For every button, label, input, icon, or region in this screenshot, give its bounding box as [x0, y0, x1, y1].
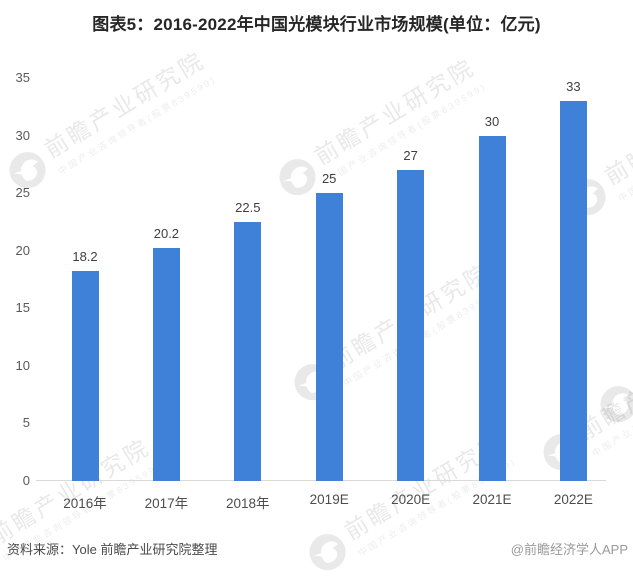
chart-page: 前瞻产业研究院 中国产业咨询领导者(股票839599) 前瞻产业研究院 中国产业咨询领… — [0, 15, 633, 570]
x-axis-tick-label: 2020E — [391, 492, 431, 507]
bar-value-label: 27 — [403, 148, 418, 164]
y-axis-tick-label: 5 — [22, 415, 30, 431]
x-axis-tick-label: 2019E — [309, 492, 349, 507]
y-axis-tick-label: 25 — [15, 185, 30, 201]
bar-value-label: 25 — [321, 171, 337, 187]
bar — [397, 170, 425, 481]
x-axis-tick-label: 2021E — [472, 492, 512, 507]
y-axis-tick-label: 10 — [15, 357, 30, 373]
x-axis-tick-label: 2017年 — [144, 496, 189, 511]
bar-value-label: 33 — [566, 79, 581, 95]
bar-value-label: 20.2 — [153, 226, 180, 242]
bar — [152, 248, 180, 481]
source-label: 资料来源：Yole 前瞻产业研究院整理 — [7, 542, 218, 557]
bar-value-label: 30 — [484, 113, 500, 129]
y-axis-tick-label: 0 — [22, 473, 30, 488]
bar-value-label: 22.5 — [235, 199, 261, 215]
bar — [71, 271, 99, 481]
y-axis-tick-label: 20 — [15, 242, 30, 258]
y-axis-tick-label: 30 — [15, 127, 30, 143]
x-axis-tick-label: 2018年 — [226, 496, 270, 511]
x-axis-tick-label: 2022E — [553, 492, 593, 507]
bar — [234, 221, 262, 481]
bar — [315, 193, 343, 481]
bar — [478, 135, 506, 481]
x-axis-tick-label: 2016年 — [63, 496, 107, 511]
y-axis-tick-label: 15 — [15, 300, 30, 316]
plot-area: 0 5 10 15 20 25 30 35 18.2 2016年 20.2 2017年 22.5 201… — [15, 70, 606, 511]
y-axis-tick-label: 35 — [15, 70, 30, 85]
bar-value-label: 18.2 — [72, 249, 98, 265]
bar — [559, 101, 587, 481]
credit-label: @前瞻经济学人APP — [510, 542, 628, 557]
chart-title: 图表5：2016-2022年中国光模块行业市场规模(单位：亿元) — [92, 15, 541, 34]
